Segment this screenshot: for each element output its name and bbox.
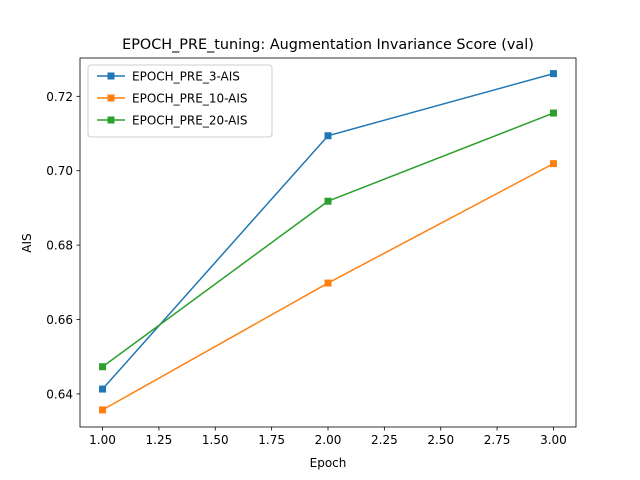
x-tick-label: 3.00 [540,433,567,447]
plot-area: 1.00 1.25 1.50 1.75 2.00 2.25 2.50 2.75 3.00 0.64… [46,57,577,447]
x-tick-label: 2.75 [484,433,511,447]
y-tick-label: 0.66 [46,313,73,327]
legend-box [87,64,273,138]
legend-marker-3 [107,116,115,124]
x-tick-label: 1.25 [146,433,173,447]
y-axis-label: AIS [20,233,34,252]
series-2-point [99,406,107,414]
series-3-point [99,363,107,371]
x-tick-label: 2.25 [371,433,398,447]
x-tick-label: 2.50 [427,433,454,447]
series-2-point [324,279,332,287]
series-3-point [549,109,557,117]
chart-title: EPOCH_PRE_tuning: Augmentation Invarianc… [122,37,534,53]
x-tick-label: 1.50 [202,433,229,447]
y-tick-label: 0.64 [46,387,73,401]
x-tick-label: 1.00 [89,433,116,447]
legend-label-2: EPOCH_PRE_10-AIS [132,92,248,106]
y-tick-label: 0.70 [46,164,73,178]
x-axis-label: Epoch [310,456,347,470]
legend-label-3: EPOCH_PRE_20-AIS [132,114,248,128]
legend-marker-1 [107,72,115,80]
series-2-point [549,160,557,168]
legend-label-1: EPOCH_PRE_3-AIS [132,70,240,84]
legend-marker-2 [107,94,115,102]
series-3-point [324,197,332,205]
series-1-point [324,132,332,140]
x-tick-label: 1.75 [258,433,285,447]
series-1-point [99,385,107,393]
x-tick-label: 2.00 [315,433,342,447]
y-tick-label: 0.72 [46,90,73,104]
legend: EPOCH_PRE_3-AIS EPOCH_PRE_10-AIS EPOCH_PRE… [87,64,273,138]
y-tick-label: 0.68 [46,239,73,253]
axes-frame [79,57,577,428]
series-1-point [549,70,557,78]
